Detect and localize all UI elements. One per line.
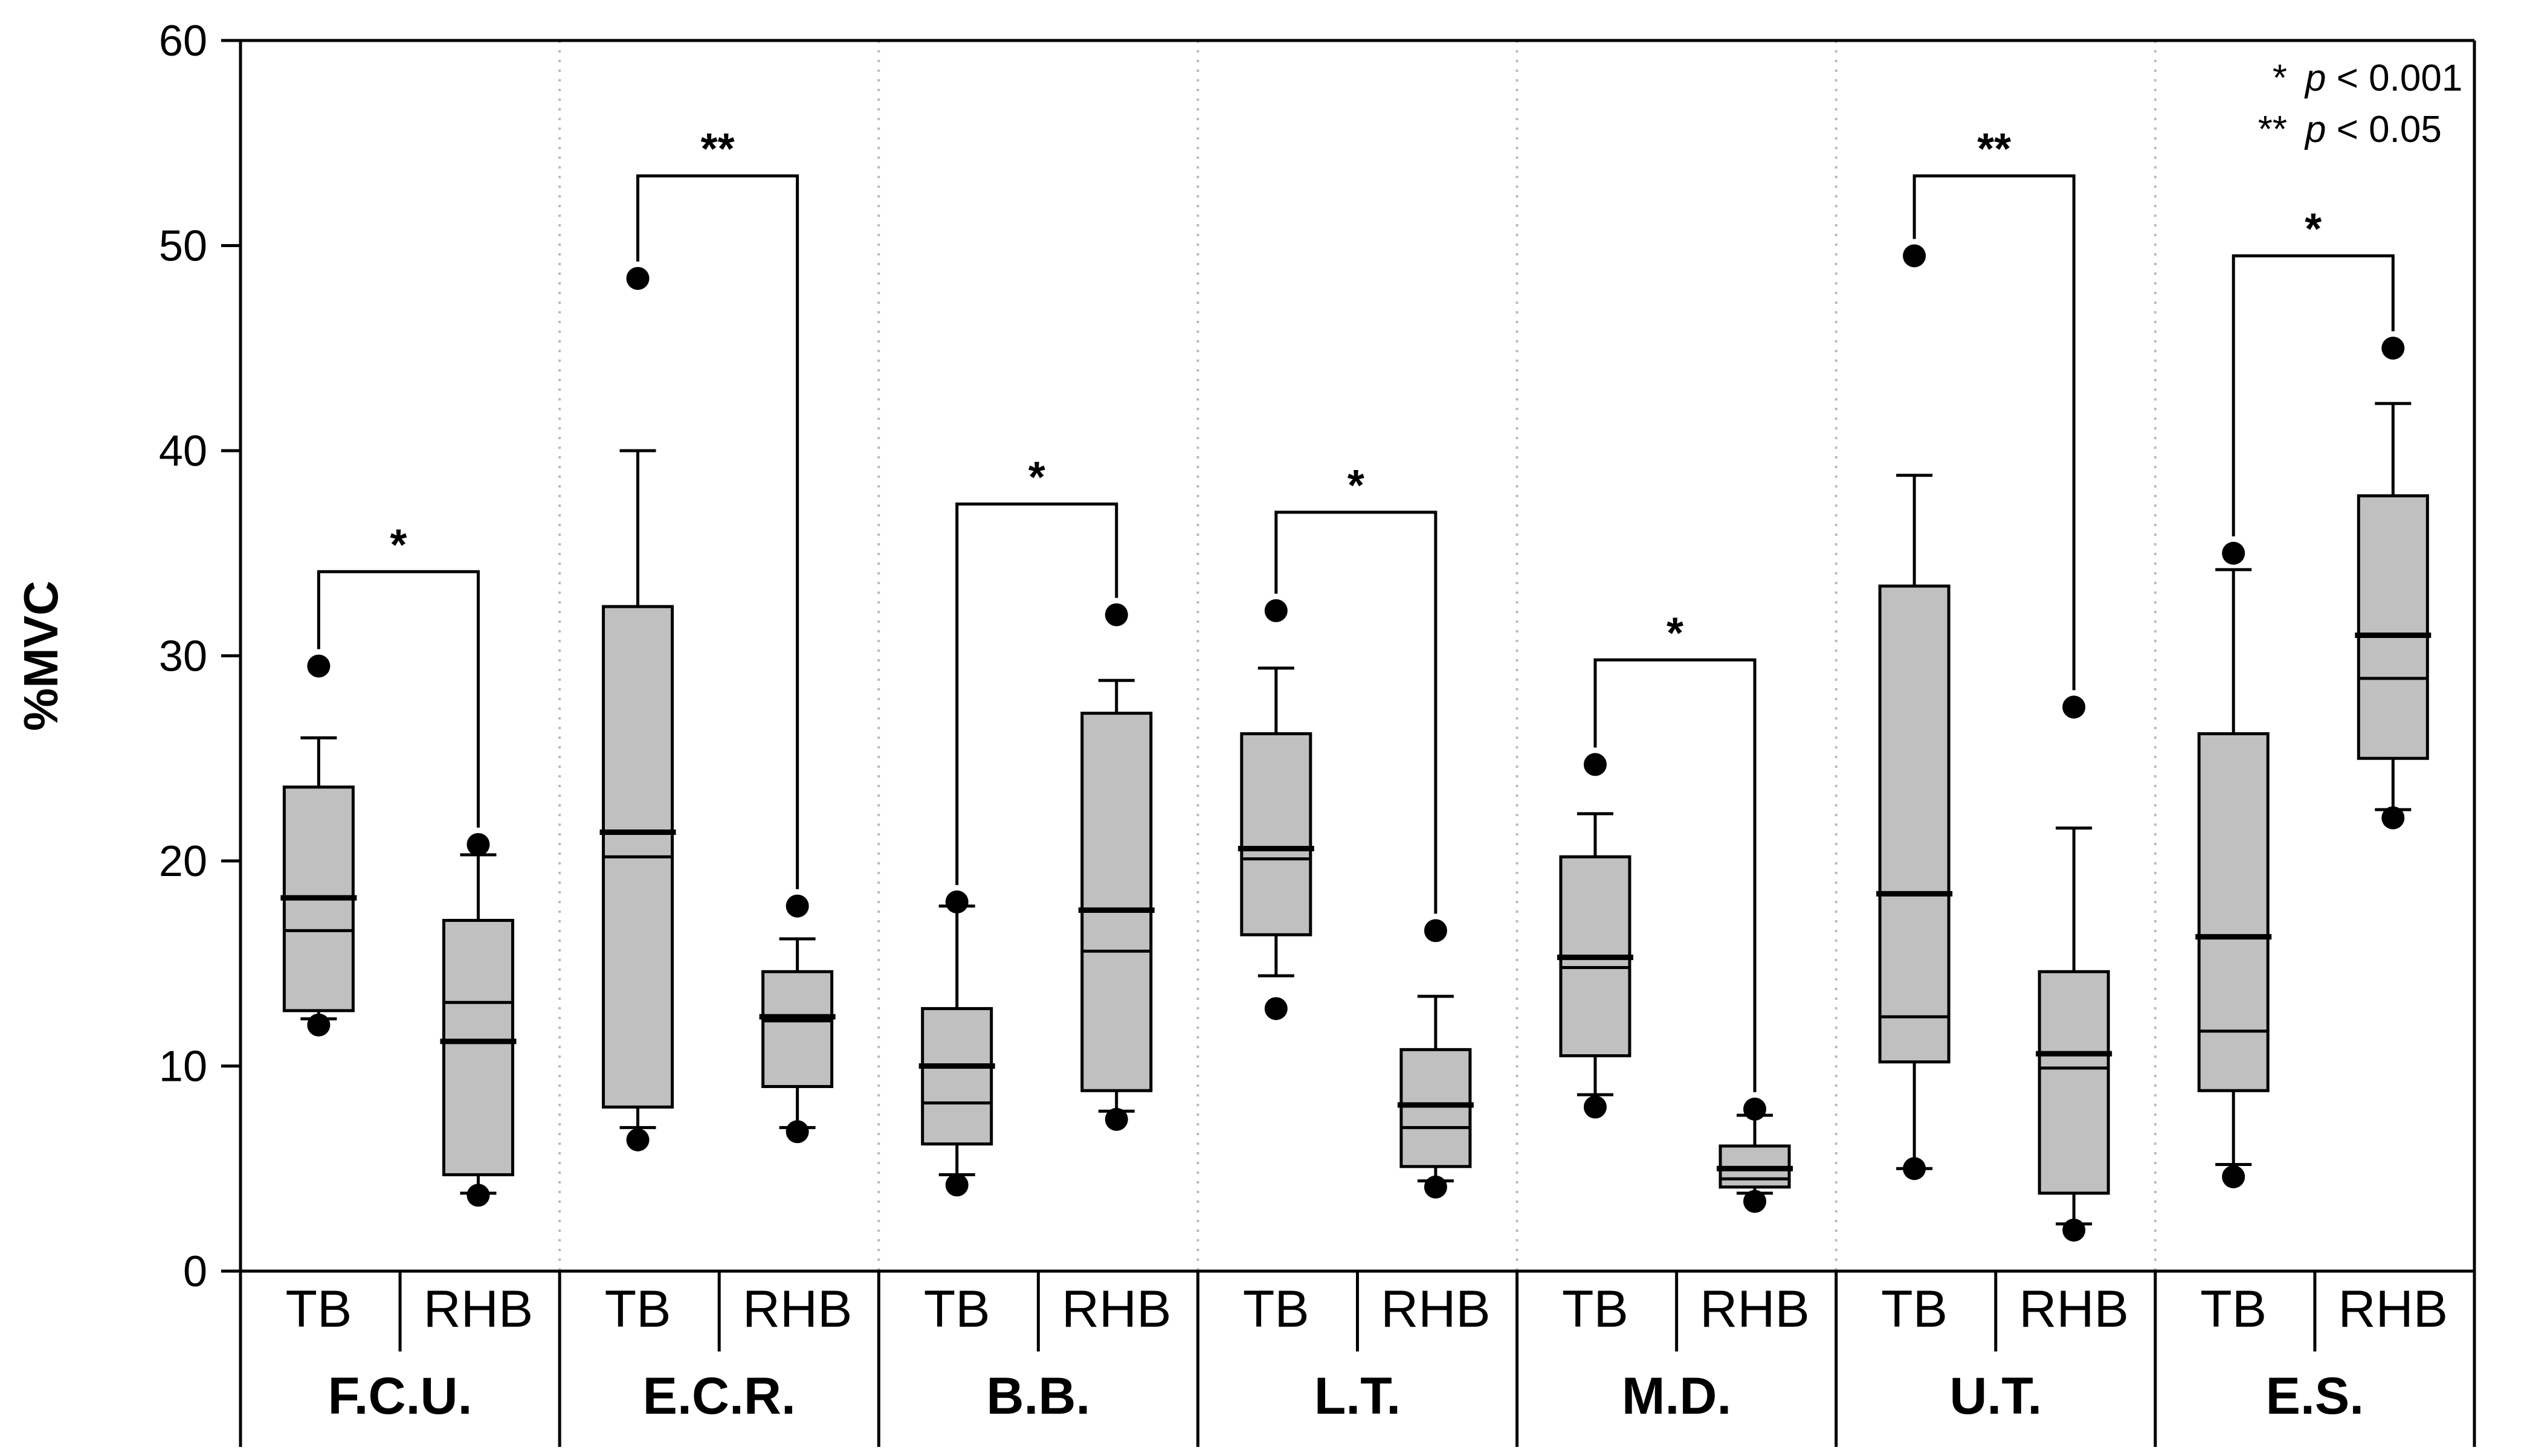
outlier-point (945, 890, 969, 913)
y-tick-label: 30 (159, 633, 207, 681)
box (1080, 712, 1153, 1092)
legend-text: p < 0.05 (2304, 109, 2442, 150)
significance-marker: * (390, 521, 407, 569)
outlier-point (307, 1013, 331, 1037)
outlier-point (307, 654, 331, 678)
significance-bracket (1912, 174, 2076, 691)
significance-marker: * (1347, 462, 1364, 510)
y-tick-label: 20 (159, 837, 207, 886)
significance-marker: * (1028, 453, 1045, 501)
legend-symbol: * (2273, 57, 2287, 99)
outlier-point (1583, 753, 1607, 776)
group-label: U.T. (1949, 1367, 2042, 1425)
group-label: E.S. (2266, 1367, 2364, 1425)
condition-label: RHB (424, 1280, 534, 1338)
axes: 0 10 20 30 40 50 60 %MVC (14, 17, 2476, 1296)
outlier-point (1264, 997, 1288, 1020)
significance-marker: * (1667, 609, 1683, 657)
y-axis-title: %MVC (14, 581, 68, 731)
significance-bracket (955, 502, 1118, 885)
outlier-point (466, 833, 490, 856)
y-tick-label: 40 (159, 427, 207, 475)
outlier-point (1903, 244, 1926, 268)
box-plots (280, 244, 2432, 1242)
outlier-point (626, 266, 650, 290)
significance-marker: ** (701, 125, 735, 173)
significance-marker: ** (1977, 125, 2011, 173)
outlier-point (2222, 541, 2245, 565)
outlier-point (1264, 599, 1288, 622)
y-tick-label: 10 (159, 1043, 207, 1091)
outlier-point (626, 1128, 650, 1152)
box (2038, 970, 2110, 1195)
box (1240, 732, 1312, 936)
outlier-point (1743, 1190, 1767, 1213)
outlier-point (1903, 1157, 1926, 1181)
group-label: M.D. (1622, 1367, 1732, 1425)
condition-label: RHB (1381, 1280, 1491, 1338)
outlier-point (1105, 1107, 1128, 1131)
outlier-point (466, 1184, 490, 1207)
outlier-point (1583, 1095, 1607, 1119)
group-label: B.B. (986, 1367, 1090, 1425)
outlier-point (945, 1173, 969, 1197)
outlier-point (2062, 1219, 2086, 1242)
outlier-point (786, 1120, 809, 1144)
legend-text: p < 0.001 (2304, 57, 2462, 99)
significance-bracket (1274, 511, 1438, 914)
outlier-point (2222, 1165, 2245, 1188)
y-tick-label: 50 (159, 222, 207, 271)
outlier-point (2062, 695, 2086, 719)
condition-label: TB (924, 1280, 990, 1338)
group-label: L.T. (1314, 1367, 1401, 1425)
y-tick-label: 60 (159, 17, 207, 65)
condition-label: RHB (1062, 1280, 1172, 1338)
group-separators (558, 40, 2157, 1271)
box (2357, 494, 2429, 760)
box (442, 918, 514, 1176)
legend: * p < 0.001 ** p < 0.05 (2258, 57, 2463, 150)
y-tick-label: 0 (183, 1248, 207, 1296)
outlier-point (2381, 337, 2405, 360)
significance-bracket (636, 174, 799, 889)
condition-label: TB (1243, 1280, 1309, 1338)
condition-label: RHB (2338, 1280, 2448, 1338)
group-label: E.C.R. (643, 1367, 796, 1425)
significance-bracket (1593, 658, 1757, 1092)
box (921, 1007, 993, 1146)
condition-label: TB (605, 1280, 671, 1338)
condition-label: RHB (2019, 1280, 2129, 1338)
condition-label: TB (1562, 1280, 1628, 1338)
condition-label: TB (285, 1280, 352, 1338)
box (2197, 732, 2270, 1092)
box (1878, 584, 1951, 1064)
outlier-point (1424, 919, 1447, 942)
box (761, 970, 834, 1088)
significance-marker: * (2305, 205, 2322, 253)
condition-label: RHB (743, 1280, 853, 1338)
outlier-point (786, 894, 809, 918)
outlier-point (1105, 603, 1128, 627)
condition-label: TB (2200, 1280, 2267, 1338)
condition-label: TB (1881, 1280, 1948, 1338)
outlier-point (2381, 806, 2405, 829)
condition-label: RHB (1700, 1280, 1810, 1338)
group-label: F.C.U. (328, 1367, 473, 1425)
significance-brackets: **** ***** (317, 125, 2395, 1092)
outlier-point (1743, 1097, 1767, 1121)
significance-bracket (317, 570, 480, 828)
legend-symbol: ** (2258, 109, 2287, 150)
significance-bracket (2231, 254, 2395, 536)
box (1399, 1048, 1472, 1168)
outlier-point (1424, 1175, 1447, 1199)
